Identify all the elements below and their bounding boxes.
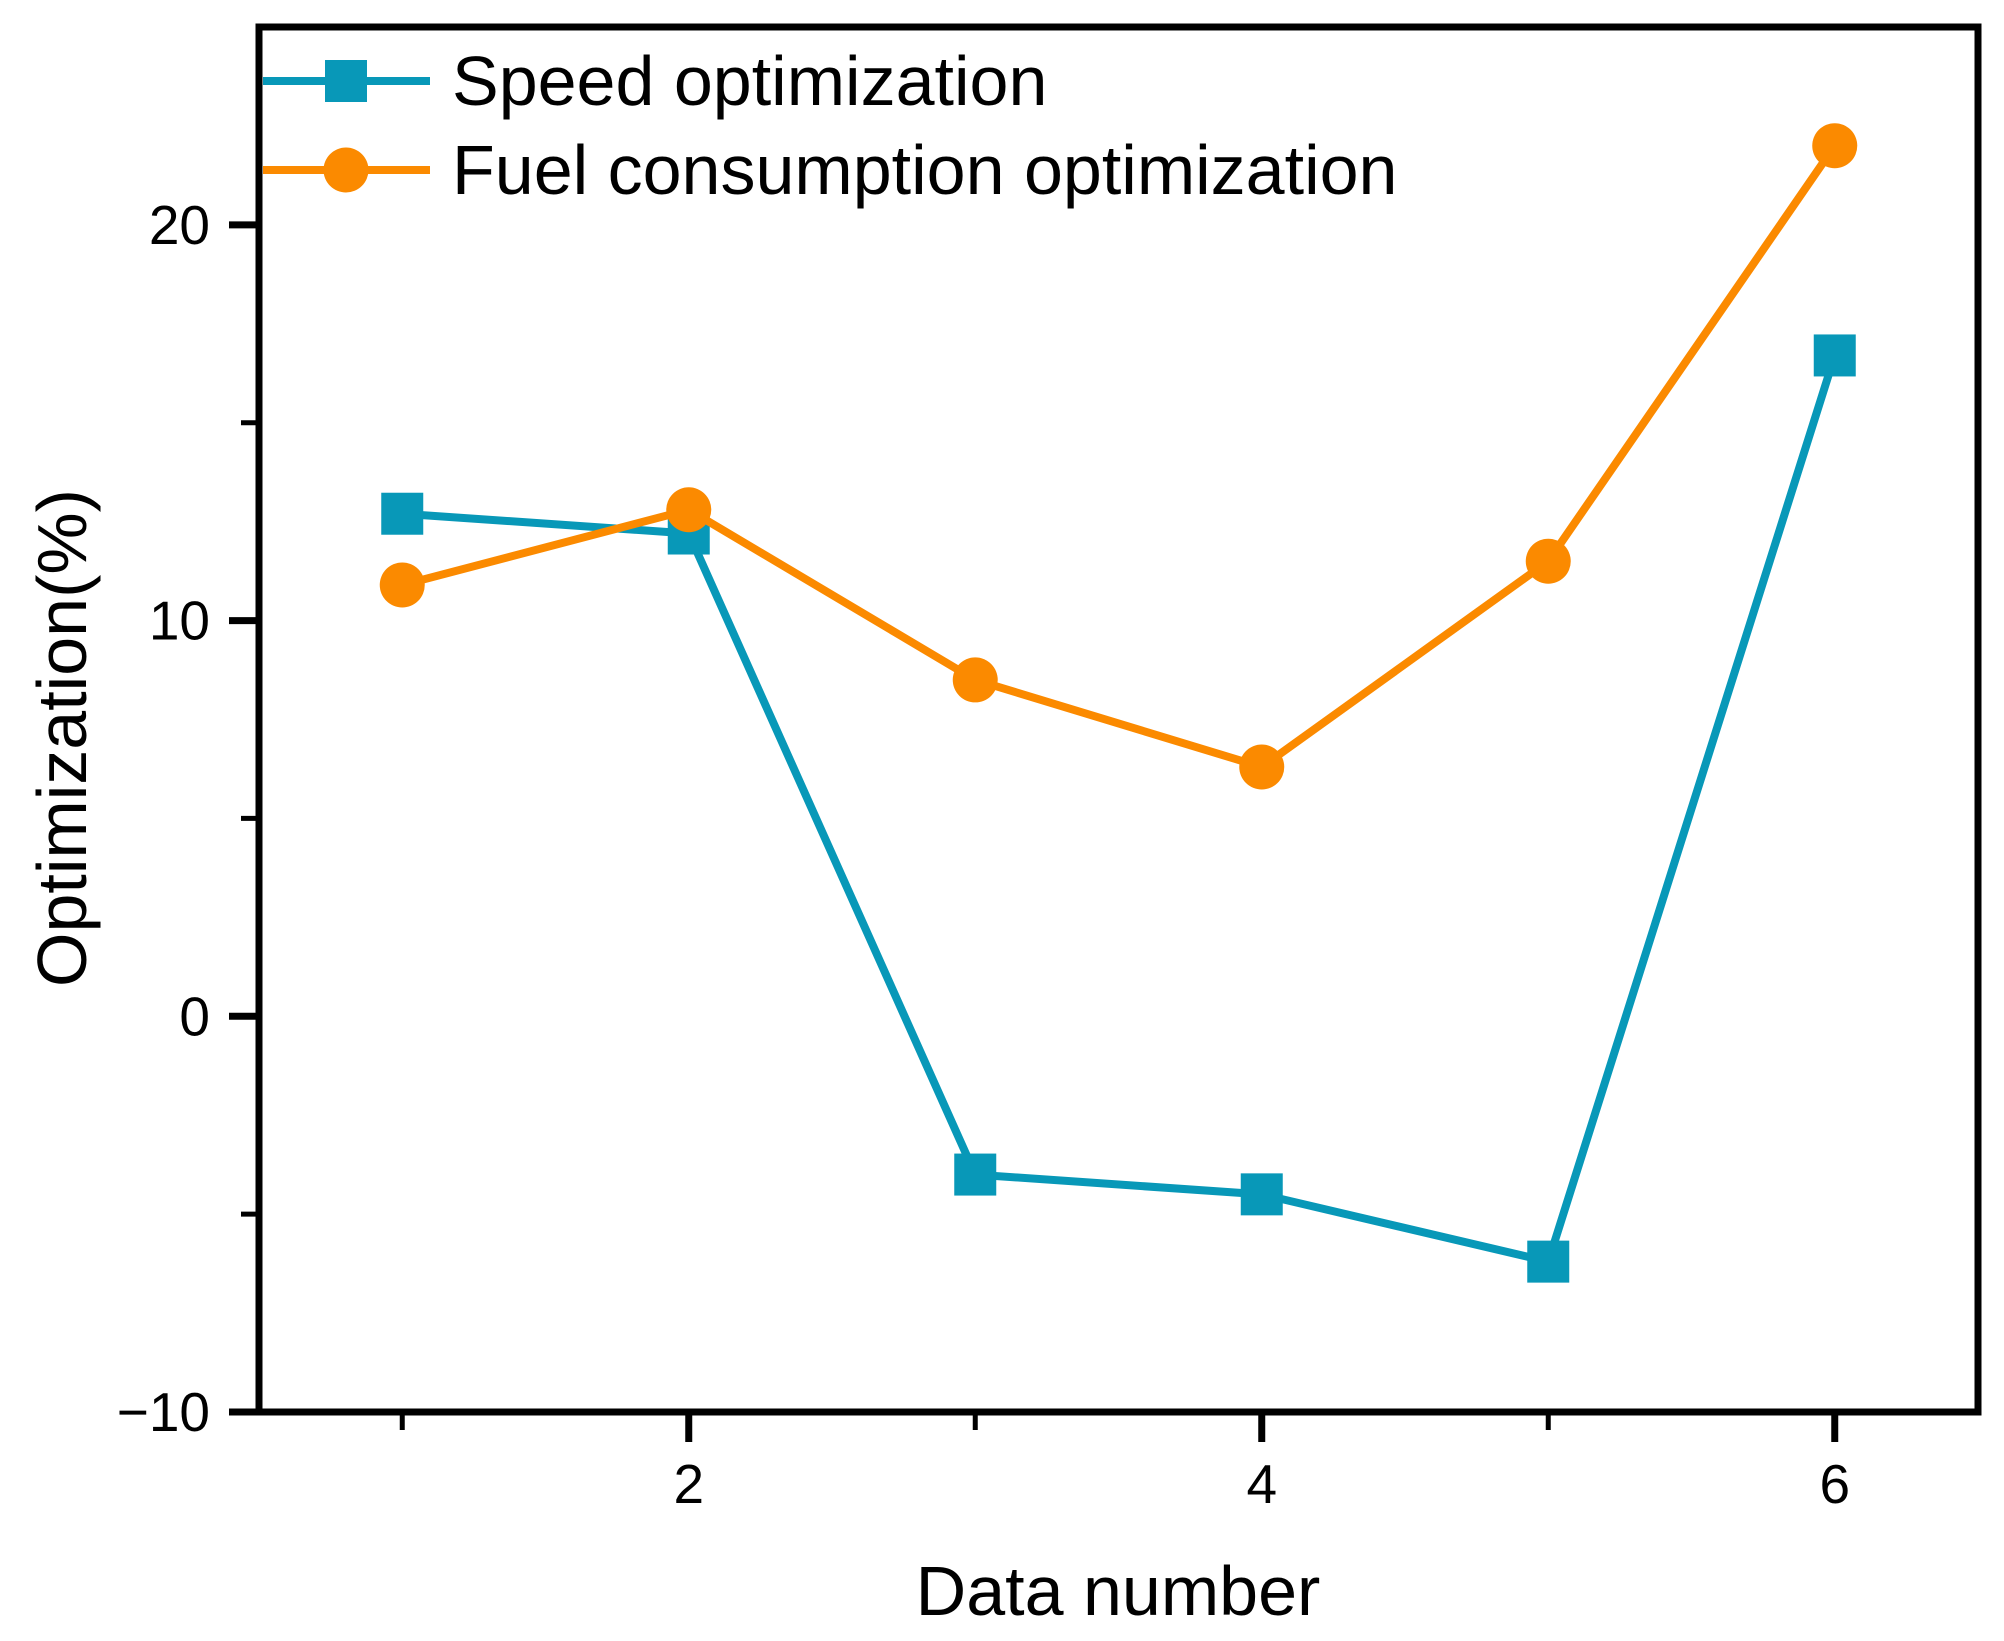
data-series [379, 123, 1858, 1283]
y-tick-label: 0 [179, 985, 210, 1047]
y-axis-title: Optimization(%) [23, 489, 101, 987]
data-point-circle [379, 562, 425, 608]
x-tick-label: 4 [1246, 1453, 1277, 1515]
plot-border [255, 23, 1982, 1416]
x-tick-label: 6 [1819, 1453, 1850, 1515]
data-point-circle [1525, 538, 1571, 584]
data-point-circle [952, 657, 998, 703]
data-point-square [1240, 1173, 1283, 1216]
data-point-square [381, 492, 424, 535]
legend-circle-marker [323, 147, 369, 193]
legend-label: Fuel consumption optimization [452, 131, 1397, 209]
data-point-circle [1239, 744, 1285, 790]
legend-square-marker [325, 60, 367, 102]
series-line-2 [401, 143, 1839, 771]
x-tick-label: 2 [673, 1453, 704, 1515]
legend: Speed optimization Fuel consumption optim… [263, 42, 1397, 209]
y-tick-label: −10 [117, 1381, 210, 1443]
series-line-1 [402, 354, 1839, 1266]
y-tick-label: 20 [149, 194, 210, 256]
axis-ticks: 20 10 0 −10 2 4 6 [117, 194, 1850, 1515]
data-point-square [1527, 1240, 1570, 1283]
data-point-square [1813, 334, 1856, 377]
y-tick-label: 10 [149, 590, 210, 652]
data-point-circle [666, 487, 712, 533]
x-axis-title: Data number [916, 1552, 1321, 1630]
data-point-circle [1812, 123, 1858, 169]
axis-titles: Data number Optimization(%) [23, 489, 1320, 1630]
data-point-square [954, 1153, 997, 1196]
legend-label: Speed optimization [452, 42, 1047, 120]
